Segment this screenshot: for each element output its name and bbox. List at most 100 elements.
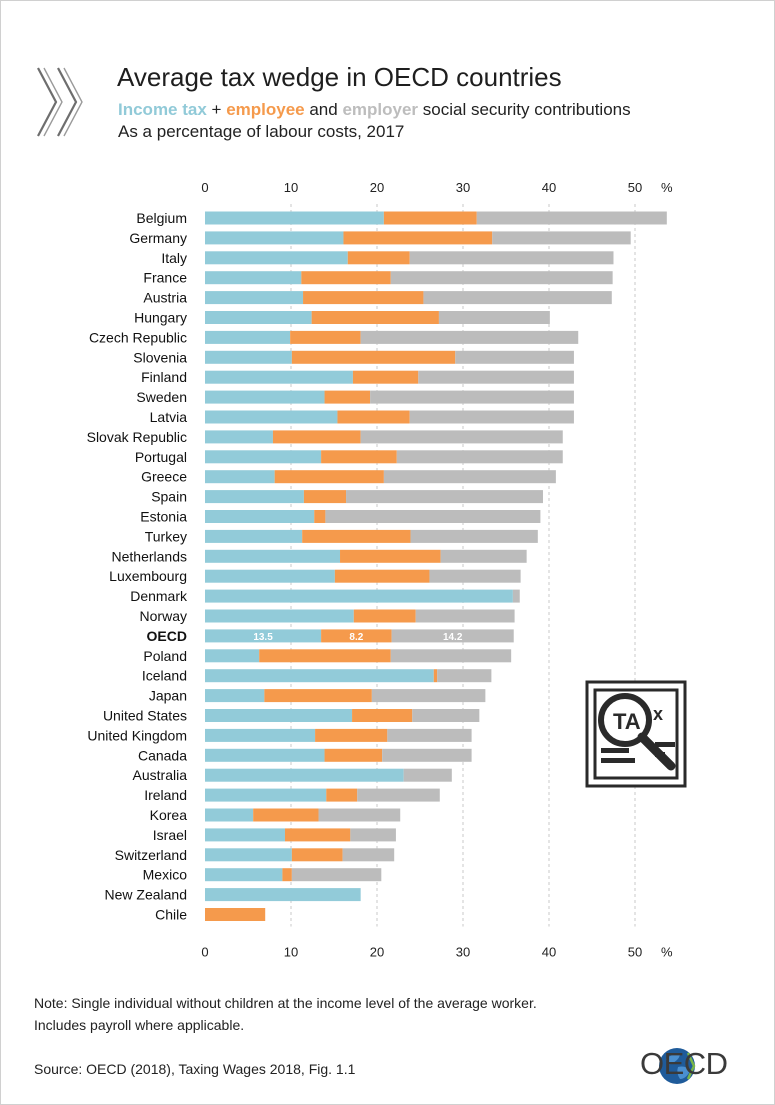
subtitle-plus: + [206,100,227,119]
tax-magnifier-icon: TA x [585,680,687,788]
category-label: Korea [150,807,188,823]
bar-income-tax [205,231,344,245]
bar-employer-ssc [325,510,541,523]
bar-employee-ssc [282,868,292,882]
bar-income-tax [205,808,254,822]
category-label: Finland [141,369,187,385]
bar-income-tax [205,291,304,305]
bar-employer-ssc [382,748,472,762]
category-label: Australia [133,767,188,783]
bar-employee-ssc [291,350,456,364]
bar-income-tax [205,589,513,603]
bar-employee-ssc [311,311,439,324]
bar-employee-ssc [274,470,384,484]
bar-income-tax [205,689,265,703]
category-label: Belgium [136,210,187,226]
bar-income-tax [205,569,335,583]
bar-employee-ssc [303,291,424,305]
category-label: Netherlands [112,548,188,564]
bar-employee-ssc [302,529,411,543]
bar-employee-ssc [205,908,266,921]
x-tick-label-bottom: 50 [628,945,642,960]
bar-value-label: 13.5 [253,632,273,643]
bar-employer-ssc [396,450,563,464]
bar-employer-ssc [437,669,492,683]
bar-employee-ssc [284,828,351,842]
bar-income-tax [205,609,354,623]
bar-employee-ssc [433,669,438,683]
bar-value-label: 8.2 [349,632,363,643]
category-label: Portugal [135,449,187,465]
bar-employee-ssc [340,549,441,563]
category-label: Slovenia [133,349,187,365]
category-label: Austria [143,290,187,306]
svg-text:TA: TA [613,709,641,734]
bar-income-tax [205,728,316,742]
bar-income-tax [205,251,348,265]
bar-income-tax [205,211,384,225]
category-label: Iceland [142,668,187,684]
category-label: Switzerland [115,847,187,863]
chart-title: Average tax wedge in OECD countries [117,62,562,92]
x-tick-label-bottom: 30 [456,945,470,960]
bar-income-tax [205,669,434,683]
bar-income-tax [205,549,341,563]
x-unit-label-top: % [661,180,673,195]
x-tick-label-top: 50 [628,180,642,195]
category-label: Latvia [150,409,188,425]
bar-income-tax [205,271,302,285]
bar-employee-ssc [383,211,477,225]
category-label: United Kingdom [87,727,187,743]
x-tick-label-top: 30 [456,180,470,195]
bar-employee-ssc [324,748,383,762]
x-tick-label-top: 10 [284,180,298,195]
bar-employer-ssc [403,768,452,782]
bar-value-label: 14.2 [443,632,463,643]
category-label: Ireland [144,787,187,803]
legend-income-tax: Income tax [118,100,207,119]
bar-employer-ssc [476,211,667,225]
bar-employer-ssc [390,271,613,285]
bar-employee-ssc [353,609,416,623]
category-label: Spain [151,489,187,505]
bar-employer-ssc [342,848,395,862]
bar-employer-ssc [410,529,538,543]
subtitle-rest: social security contributions [418,100,631,119]
chart-subtitle: Income tax + employee and employer socia… [118,100,631,120]
bar-employee-ssc [347,251,410,265]
bar-employer-ssc [409,410,574,424]
x-unit-label-bottom: % [661,945,673,960]
chevrons-icon [37,67,83,137]
bar-employer-ssc [390,649,512,663]
category-label: Turkey [145,528,187,544]
bar-income-tax [205,470,275,484]
bar-employee-ssc [321,629,392,643]
category-label: OECD [147,628,187,644]
bar-employee-ssc [352,709,413,722]
x-tick-label-bottom: 20 [370,945,384,960]
bar-income-tax [205,649,260,663]
category-label: Slovak Republic [87,429,187,445]
bar-income-tax [205,629,322,643]
x-tick-label-bottom: 40 [542,945,556,960]
legend-employer: employer [342,100,419,119]
bar-income-tax [205,768,404,782]
bar-employee-ssc [343,231,493,245]
bar-employee-ssc [324,390,371,404]
category-label: Mexico [143,867,188,883]
bar-income-tax [205,788,327,802]
bar-employee-ssc [314,510,326,523]
bar-employer-ssc [438,311,550,324]
category-label: Japan [149,688,187,704]
bar-employer-ssc [350,828,396,842]
bar-employer-ssc [440,549,527,563]
category-label: Israel [153,827,187,843]
bar-income-tax [205,848,292,862]
category-label: Norway [140,608,187,624]
legend-employee: employee [226,100,305,119]
category-label: United States [103,708,187,724]
category-label: Chile [155,907,187,923]
bar-employee-ssc [315,728,388,742]
bar-income-tax [205,370,353,384]
category-label: Germany [129,230,187,246]
